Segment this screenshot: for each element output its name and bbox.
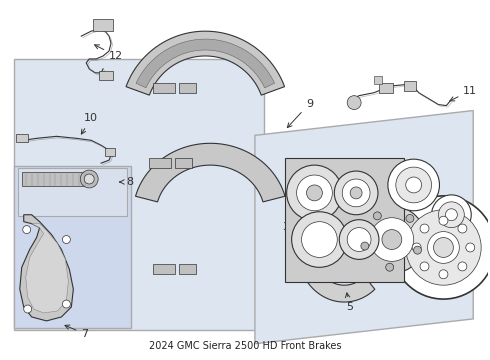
Text: 8: 8	[120, 177, 133, 187]
Circle shape	[420, 224, 429, 233]
Text: 11: 11	[450, 86, 477, 101]
Bar	[178, 83, 196, 93]
Circle shape	[62, 235, 71, 243]
Circle shape	[299, 231, 327, 258]
Circle shape	[388, 159, 440, 211]
Polygon shape	[20, 215, 74, 321]
Text: 10: 10	[81, 113, 98, 134]
Circle shape	[347, 96, 361, 109]
Circle shape	[439, 216, 448, 225]
Bar	[153, 264, 174, 274]
Circle shape	[62, 300, 71, 308]
Text: 12: 12	[95, 45, 123, 61]
Bar	[14, 59, 264, 330]
Polygon shape	[255, 111, 473, 344]
Bar	[178, 264, 196, 274]
Circle shape	[84, 174, 94, 184]
Bar	[22, 172, 91, 186]
Circle shape	[458, 224, 467, 233]
Circle shape	[361, 242, 369, 250]
Circle shape	[296, 175, 332, 211]
Bar	[153, 83, 174, 93]
Circle shape	[382, 230, 402, 249]
Circle shape	[434, 238, 453, 257]
Circle shape	[287, 165, 342, 221]
Polygon shape	[136, 143, 285, 202]
Bar	[359, 218, 424, 262]
Bar	[404, 81, 416, 91]
Bar	[379, 83, 393, 93]
Circle shape	[432, 195, 471, 235]
Bar	[174, 158, 193, 168]
Text: 6: 6	[258, 173, 281, 187]
Circle shape	[301, 222, 337, 257]
Circle shape	[334, 171, 378, 215]
Polygon shape	[126, 31, 285, 95]
Text: 1: 1	[0, 359, 1, 360]
Circle shape	[406, 215, 414, 222]
Circle shape	[306, 237, 321, 252]
Circle shape	[420, 262, 429, 271]
Text: 5: 5	[345, 293, 353, 312]
Text: 7: 7	[65, 325, 88, 339]
Circle shape	[80, 170, 98, 188]
Circle shape	[445, 209, 457, 221]
Circle shape	[307, 185, 322, 201]
Polygon shape	[136, 39, 274, 88]
Circle shape	[428, 231, 459, 264]
Circle shape	[406, 210, 481, 285]
Circle shape	[439, 202, 465, 228]
Circle shape	[458, 262, 467, 271]
Bar	[374, 76, 382, 84]
Circle shape	[466, 243, 475, 252]
Text: 2024 GMC Sierra 2500 HD Front Brakes: 2024 GMC Sierra 2500 HD Front Brakes	[149, 341, 341, 351]
Bar	[105, 148, 115, 156]
Circle shape	[292, 212, 347, 267]
Text: 9: 9	[287, 99, 313, 127]
Bar	[99, 71, 113, 80]
Circle shape	[23, 226, 31, 234]
Bar	[14, 166, 131, 328]
Circle shape	[406, 177, 421, 193]
Circle shape	[24, 305, 32, 313]
Circle shape	[347, 228, 371, 251]
Circle shape	[370, 218, 414, 261]
Text: 2: 2	[389, 195, 397, 214]
Circle shape	[439, 270, 448, 279]
Circle shape	[373, 212, 381, 220]
Bar	[149, 158, 171, 168]
Circle shape	[358, 206, 426, 273]
Text: 3: 3	[282, 222, 301, 242]
Circle shape	[414, 246, 421, 254]
Circle shape	[392, 196, 490, 299]
Circle shape	[412, 243, 421, 252]
Circle shape	[386, 263, 393, 271]
Bar	[285, 158, 404, 282]
Bar	[93, 19, 113, 31]
Polygon shape	[296, 229, 375, 302]
Circle shape	[342, 179, 370, 207]
Bar	[18, 168, 127, 216]
Circle shape	[396, 167, 432, 203]
Bar	[16, 134, 28, 142]
Circle shape	[339, 220, 379, 260]
Text: 4: 4	[355, 249, 370, 260]
Circle shape	[350, 187, 362, 199]
Polygon shape	[25, 224, 69, 313]
